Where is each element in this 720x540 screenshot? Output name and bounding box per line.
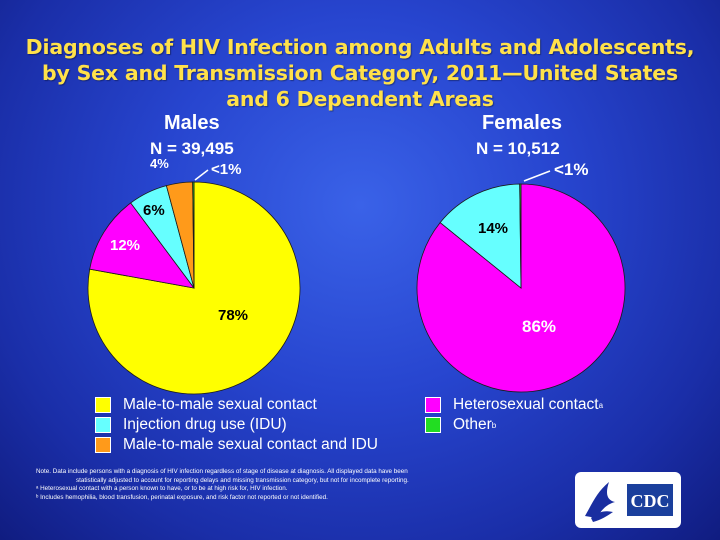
- females-slice-other: [519, 183, 522, 289]
- legend-swatch-other: [425, 417, 441, 433]
- males-label-4: 4%: [150, 156, 169, 171]
- males-label-6: 6%: [143, 202, 165, 219]
- males-label-other: <1%: [211, 161, 241, 178]
- males-heading: Males: [164, 112, 220, 134]
- legend-label-heterosexual: Heterosexual contact: [453, 396, 599, 413]
- females-leader-line: [523, 170, 551, 182]
- females-label-14: 14%: [478, 220, 508, 237]
- legend-sup-other: b: [491, 420, 497, 430]
- note-line-2: statistically adjusted to account for re…: [76, 476, 409, 484]
- legend-label-msm-idu: Male-to-male sexual contact and IDU: [123, 436, 379, 453]
- females-slice-injection-drug-use-idu: [439, 183, 522, 289]
- legend-swatch-msm-idu: [95, 437, 111, 453]
- males-label-78: 78%: [218, 307, 248, 324]
- males-slice-male-to-male-sexual-contact: [87, 181, 301, 395]
- legend-item-msm: Male-to-male sexual contact: [95, 396, 317, 414]
- females-n-label: N = 10,512: [476, 139, 560, 158]
- females-pie: [416, 183, 626, 393]
- legend-sup-heterosexual: a: [598, 400, 604, 410]
- females-heading: Females: [482, 112, 563, 134]
- legend-swatch-heterosexual: [425, 397, 441, 413]
- cdc-box: [627, 484, 673, 516]
- males-leader-line: [194, 169, 209, 181]
- males-slice-heterosexual-contact: [89, 202, 195, 289]
- note-line-1: Note. Data include persons with a diagno…: [36, 468, 408, 475]
- males-slice-other: [192, 181, 195, 289]
- legend-item-idu: Injection drug use (IDU): [95, 416, 287, 434]
- title-line-3: and 6 Dependent Areas: [226, 87, 494, 111]
- females-label-other: <1%: [554, 160, 589, 179]
- title-line-1: Diagnoses of HIV Infection among Adults …: [25, 35, 695, 59]
- slide-title: Diagnoses of HIV Infection among Adults …: [20, 34, 700, 112]
- females-label-86: 86%: [522, 317, 556, 336]
- legend-label-idu: Injection drug use (IDU): [123, 416, 287, 433]
- males-n-label: N = 39,495: [150, 139, 234, 158]
- hhs-eagle-icon: CDC: [585, 482, 673, 522]
- legend-item-msm-idu: Male-to-male sexual contact and IDU: [95, 436, 378, 454]
- title-line-2: by Sex and Transmission Category, 2011—U…: [42, 61, 678, 85]
- cdc-logo-text: CDC: [631, 491, 670, 511]
- cdc-logo: CDC: [575, 472, 681, 528]
- legend-item-other: Other b: [425, 416, 496, 434]
- males-label-12: 12%: [110, 237, 140, 254]
- legend-label-msm: Male-to-male sexual contact: [123, 396, 317, 413]
- footnotes: Note. Data include persons with a diagno…: [36, 468, 566, 502]
- males-pie: [87, 181, 301, 395]
- legend-label-other: Other: [453, 416, 492, 433]
- footnote-a: ᵃ Heterosexual contact with a person kno…: [36, 485, 288, 493]
- legend-swatch-idu: [95, 417, 111, 433]
- legend-swatch-msm: [95, 397, 111, 413]
- footnote-b: ᵇ Includes hemophilia, blood transfusion…: [36, 493, 328, 501]
- legend-item-heterosexual: Heterosexual contact a: [425, 396, 603, 414]
